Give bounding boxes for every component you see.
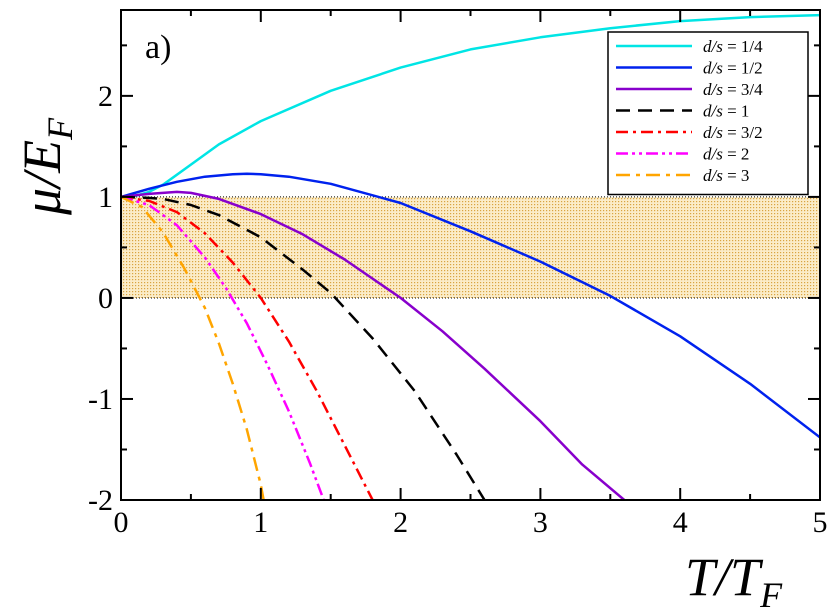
x-tick-label: 2 xyxy=(393,506,408,539)
x-tick-label: 3 xyxy=(533,506,548,539)
y-tick-label: -2 xyxy=(88,484,113,517)
x-axis-title-main: T/T xyxy=(685,547,764,607)
y-axis-title-sub: F xyxy=(40,117,80,141)
legend: d/s = 1/4d/s = 1/2d/s = 3/4d/s = 1d/s = … xyxy=(607,31,809,196)
legend-label-rest: = 3/4 xyxy=(723,80,763,99)
series-line-2 xyxy=(121,190,626,500)
series-line-6 xyxy=(121,195,265,500)
y-tick-label: 2 xyxy=(98,80,113,113)
shaded-band-layer xyxy=(121,196,820,299)
legend-box xyxy=(607,31,809,196)
y-tick-label: 1 xyxy=(98,181,113,214)
series-line-3 xyxy=(121,195,486,500)
legend-label-italic: d/s xyxy=(703,123,723,142)
series-line-4 xyxy=(121,195,374,500)
x-axis-title-sub: F xyxy=(759,575,783,612)
legend-label-5: d/s = 2 xyxy=(703,145,749,164)
legend-label-italic: d/s xyxy=(703,37,723,56)
legend-label-6: d/s = 3 xyxy=(703,166,749,185)
legend-label-rest: = 3/2 xyxy=(723,123,763,142)
panel-label: a) xyxy=(145,29,171,66)
x-tick-label: 1 xyxy=(253,506,268,539)
series-line-1 xyxy=(121,172,820,439)
series-line-0 xyxy=(121,13,820,199)
legend-label-rest: = 1 xyxy=(723,102,750,121)
legend-label-rest: = 1/4 xyxy=(723,37,763,56)
legend-label-3: d/s = 1 xyxy=(703,102,749,121)
legend-label-1: d/s = 1/2 xyxy=(703,59,763,78)
x-tick-label: 0 xyxy=(114,506,129,539)
legend-label-0: d/s = 1/4 xyxy=(703,37,763,56)
y-tick-label: -1 xyxy=(88,383,113,416)
series-layer xyxy=(121,13,820,500)
x-axis-title: T/TF xyxy=(685,547,783,612)
axes-layer: 0 1 2 3 4 5 -2 -1 0 1 2 xyxy=(88,9,828,539)
legend-label-italic: d/s xyxy=(703,145,723,164)
x-tick-label: 5 xyxy=(813,506,828,539)
legend-label-4: d/s = 3/2 xyxy=(703,123,763,142)
legend-label-italic: d/s xyxy=(703,102,723,121)
series-line-5 xyxy=(121,195,325,500)
legend-label-2: d/s = 3/4 xyxy=(703,80,763,99)
legend-label-rest: = 1/2 xyxy=(723,59,763,78)
shaded-band xyxy=(121,196,820,298)
x-tick-label: 4 xyxy=(673,506,688,539)
legend-label-rest: = 3 xyxy=(723,166,750,185)
y-axis-title: μ/EF xyxy=(12,117,80,216)
y-tick-label: 0 xyxy=(98,282,113,315)
legend-label-italic: d/s xyxy=(703,59,723,78)
legend-label-rest: = 2 xyxy=(723,145,750,164)
legend-label-italic: d/s xyxy=(703,166,723,185)
legend-label-italic: d/s xyxy=(703,80,723,99)
y-axis-title-main: μ/E xyxy=(12,140,72,216)
